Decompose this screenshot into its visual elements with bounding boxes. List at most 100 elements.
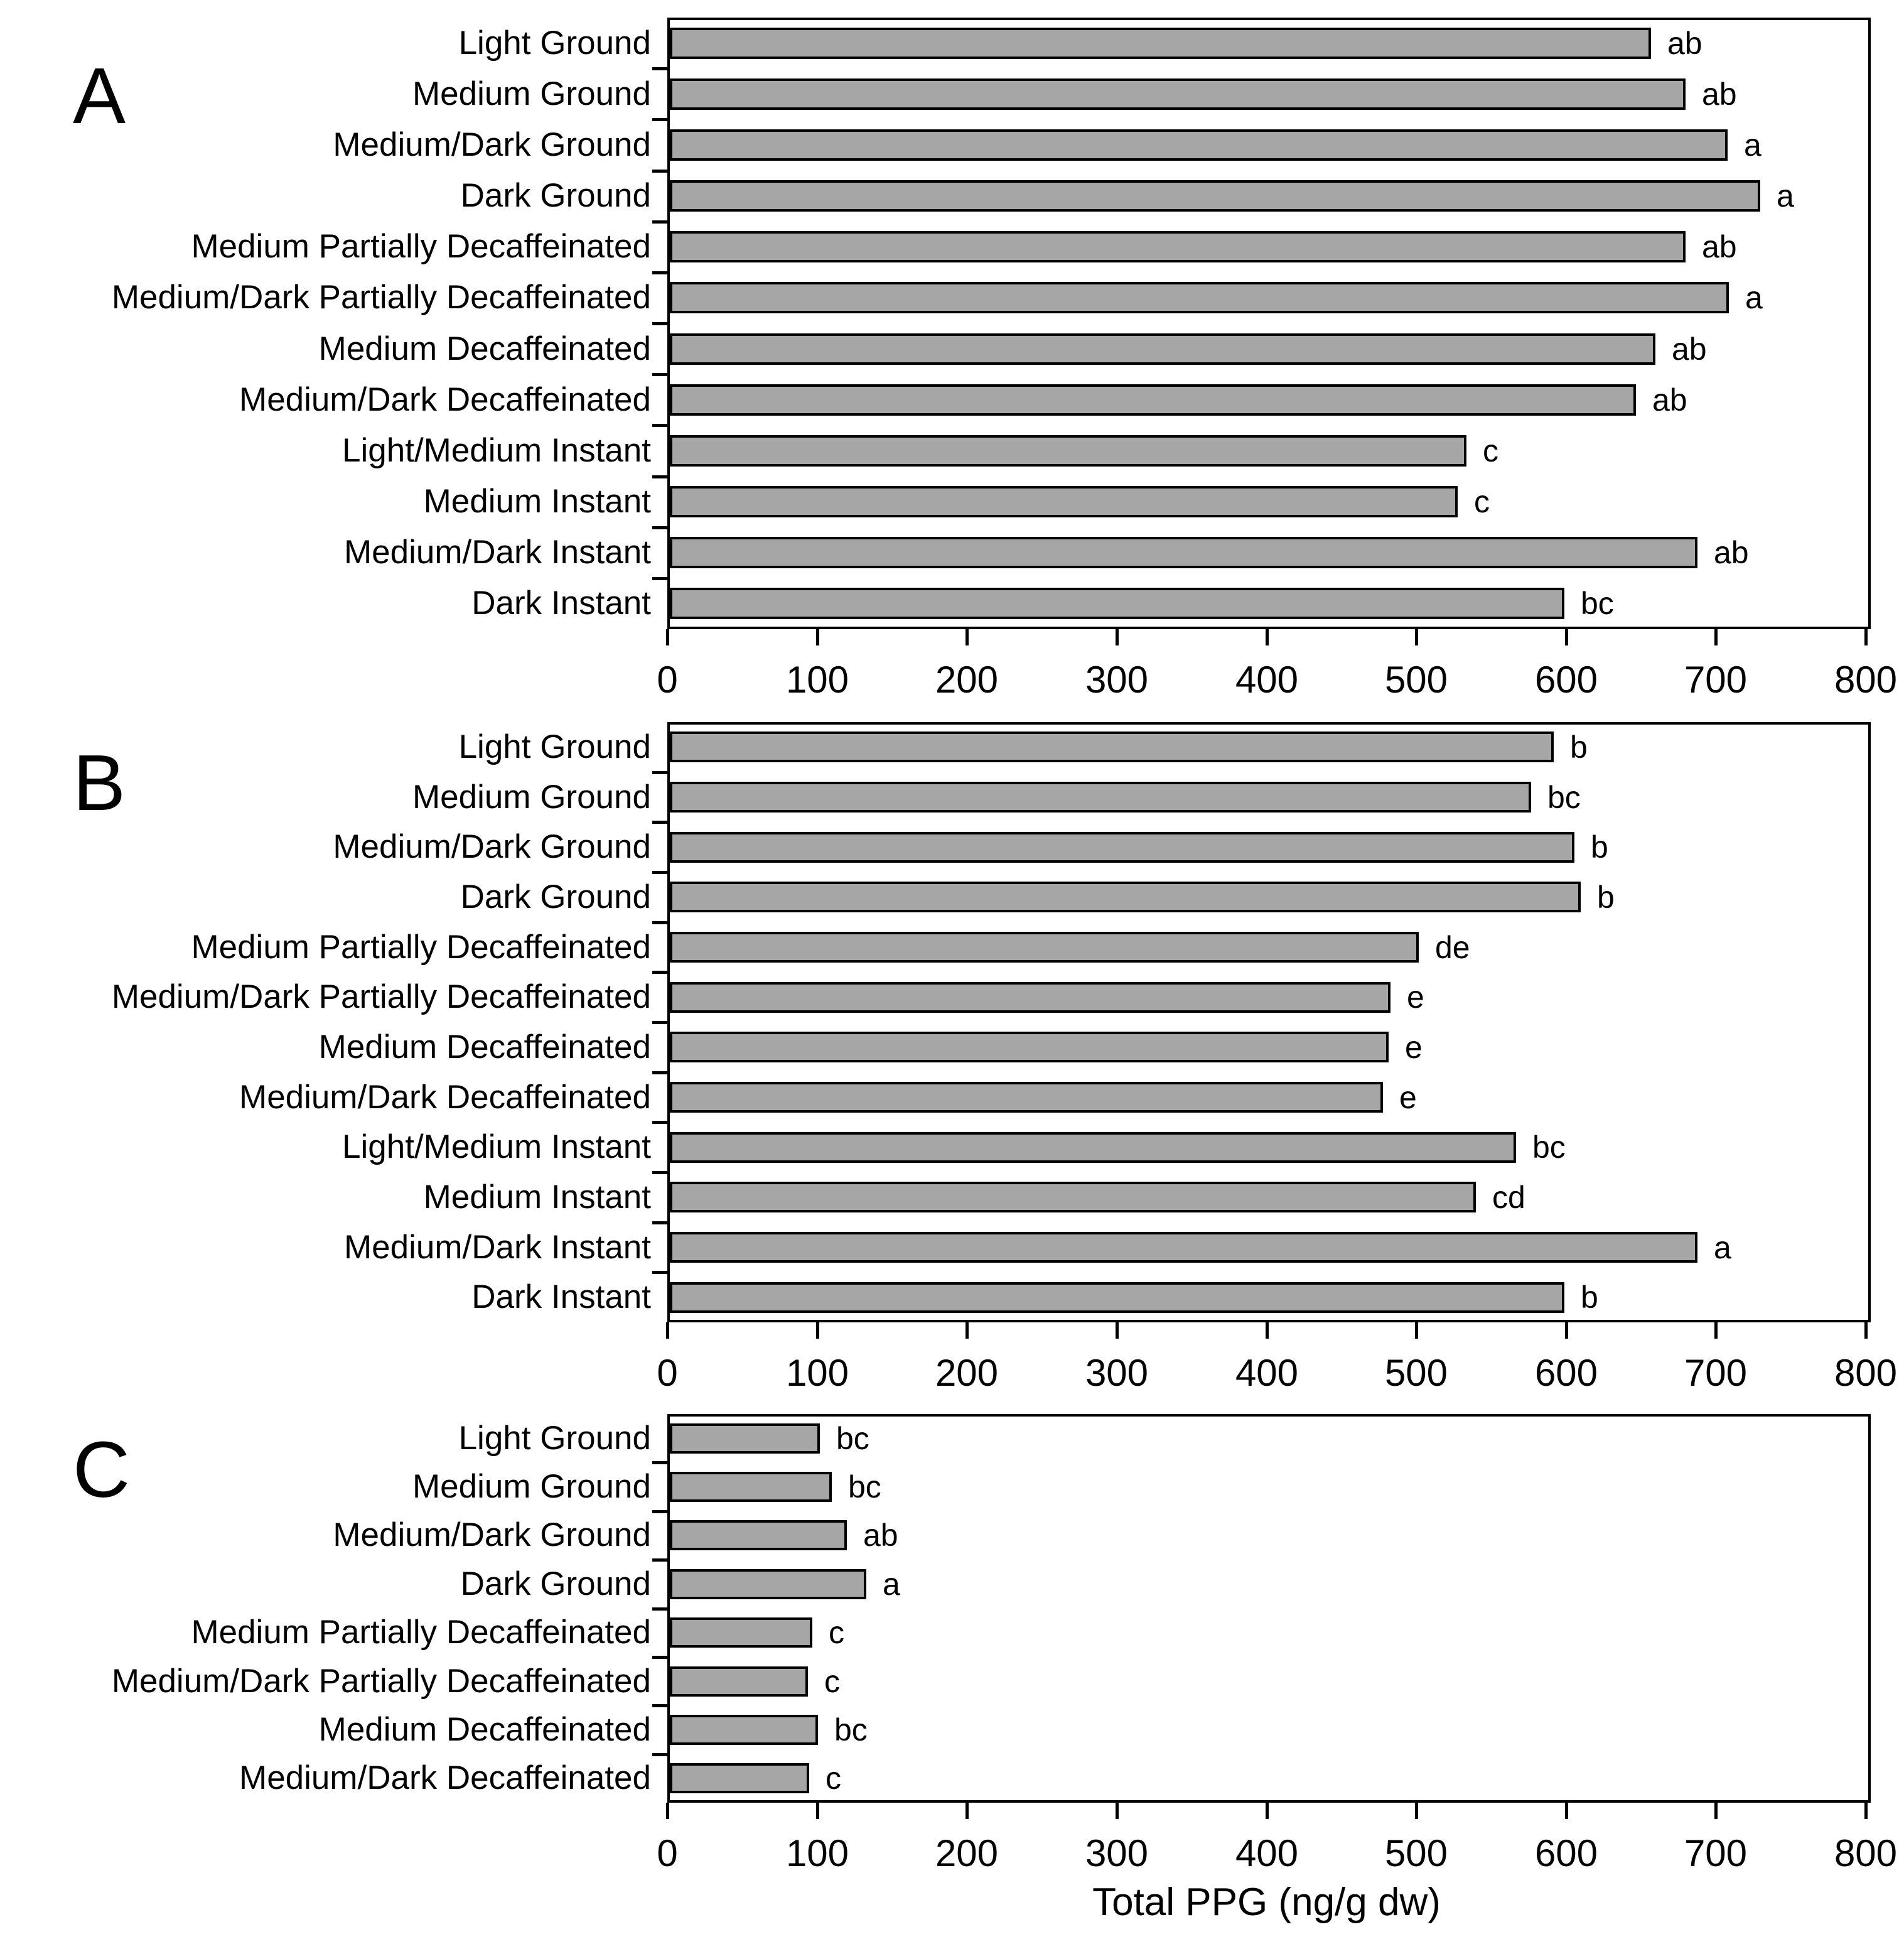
bar (670, 1232, 1697, 1263)
y-axis-tick (652, 577, 667, 580)
x-axis-tick-label: 600 (1534, 1352, 1598, 1394)
significance-letter: a (883, 1567, 900, 1602)
y-axis-tick (652, 322, 667, 325)
significance-letter: ab (1714, 535, 1749, 570)
category-label: Medium Partially Decaffeinated (191, 929, 651, 966)
y-axis-tick (652, 170, 667, 173)
significance-letter: ab (1702, 229, 1737, 264)
bar (670, 1715, 818, 1745)
y-axis-tick (652, 1510, 667, 1513)
x-axis-tick-label: 600 (1534, 1832, 1598, 1874)
bar (670, 782, 1531, 813)
x-axis-tick-label: 200 (935, 1832, 999, 1874)
y-axis-tick (652, 821, 667, 824)
significance-letter: a (1745, 280, 1763, 315)
x-axis-tick (666, 629, 669, 645)
category-label: Dark Ground (460, 177, 651, 214)
bar (670, 1617, 812, 1648)
x-axis-tick (1565, 1803, 1568, 1819)
panel-label-a: A (73, 51, 126, 140)
significance-letter: de (1435, 930, 1470, 965)
category-label: Medium/Dark Decaffeinated (239, 1759, 651, 1796)
significance-letter: e (1399, 1080, 1417, 1115)
significance-letter: b (1591, 829, 1608, 865)
y-axis-tick (652, 1171, 667, 1174)
significance-letter: ab (1672, 332, 1707, 367)
bar (670, 1132, 1516, 1163)
plot-frame (667, 18, 1871, 629)
bar (670, 1182, 1476, 1212)
x-axis-tick-label: 500 (1384, 1352, 1448, 1394)
bar (670, 1569, 866, 1599)
significance-letter: a (1744, 127, 1761, 163)
significance-letter: c (1483, 433, 1498, 468)
x-axis-tick (816, 629, 819, 645)
x-axis-tick-label: 200 (935, 659, 999, 701)
significance-letter: a (1714, 1230, 1731, 1265)
significance-letter: bc (836, 1421, 869, 1456)
category-label: Light/Medium Instant (342, 1128, 651, 1165)
category-label: Dark Ground (460, 1565, 651, 1602)
x-axis-tick-label: 700 (1684, 659, 1748, 701)
category-label: Medium Instant (423, 483, 651, 520)
x-axis-tick-label: 500 (1384, 1832, 1448, 1874)
bar (670, 982, 1390, 1013)
y-axis-tick (652, 1021, 667, 1024)
category-label: Medium Decaffeinated (318, 1028, 651, 1066)
y-axis-tick (652, 1271, 667, 1274)
panel-label-b: B (73, 738, 126, 827)
x-axis-tick (1714, 1803, 1718, 1819)
x-axis-tick (1565, 629, 1568, 645)
x-axis-tick (965, 1322, 969, 1339)
x-axis-tick (1415, 1322, 1418, 1339)
significance-letter: b (1597, 880, 1615, 915)
bar (670, 537, 1697, 568)
bar (670, 435, 1466, 467)
x-axis-tick-label: 500 (1384, 659, 1448, 701)
category-label: Medium/Dark Ground (333, 126, 651, 163)
y-axis-tick (652, 424, 667, 427)
bar (670, 882, 1581, 912)
x-axis-tick (666, 1322, 669, 1339)
category-label: Medium/Dark Partially Decaffeinated (111, 978, 651, 1015)
y-axis-tick (652, 373, 667, 376)
bar (670, 1282, 1564, 1313)
significance-letter: bc (834, 1712, 868, 1747)
y-axis-tick (652, 67, 667, 70)
y-axis-tick (652, 1461, 667, 1464)
x-axis-tick-label: 400 (1235, 1352, 1299, 1394)
bar (670, 1423, 820, 1454)
category-label: Medium/Dark Decaffeinated (239, 381, 651, 418)
y-axis-tick (652, 1656, 667, 1659)
x-axis-tick (965, 1803, 969, 1819)
bar (670, 28, 1651, 59)
y-axis-tick (652, 1607, 667, 1611)
x-axis-tick (1266, 1803, 1269, 1819)
category-label: Medium Ground (412, 1468, 651, 1505)
plot-frame (667, 1414, 1871, 1803)
x-axis-tick-label: 800 (1834, 1352, 1898, 1394)
y-axis-tick (652, 526, 667, 529)
category-label: Medium Partially Decaffeinated (191, 228, 651, 265)
category-label: Medium Decaffeinated (318, 330, 651, 367)
significance-letter: ab (1702, 77, 1737, 112)
significance-letter: c (826, 1761, 841, 1796)
significance-letter: bc (1581, 586, 1614, 621)
y-axis-tick (652, 220, 667, 224)
bar (670, 333, 1655, 365)
bar (670, 932, 1419, 963)
significance-letter: bc (848, 1469, 881, 1504)
y-axis-tick (652, 1558, 667, 1562)
category-label: Medium/Dark Instant (344, 1229, 651, 1266)
bar (670, 1082, 1383, 1113)
category-label: Medium Partially Decaffeinated (191, 1614, 651, 1651)
category-label: Medium/Dark Partially Decaffeinated (111, 1663, 651, 1700)
significance-letter: b (1570, 730, 1588, 765)
bar (670, 180, 1760, 212)
significance-letter: ab (1667, 26, 1702, 61)
y-axis-tick (652, 1071, 667, 1074)
category-label: Light Ground (458, 728, 651, 765)
x-axis-tick-label: 0 (657, 1832, 678, 1874)
y-axis-tick (652, 871, 667, 874)
x-axis-tick (965, 629, 969, 645)
